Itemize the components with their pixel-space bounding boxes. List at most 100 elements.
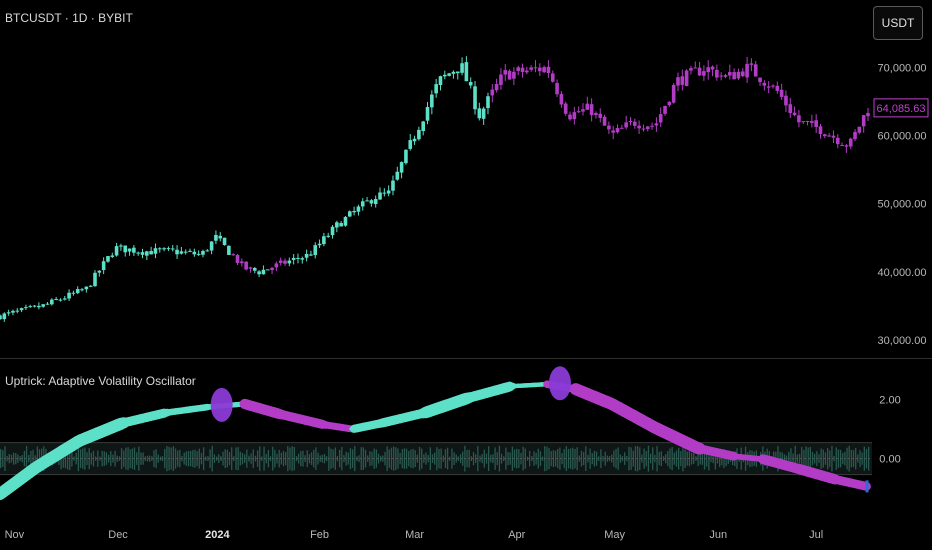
candle xyxy=(624,115,628,130)
volatility-bar xyxy=(695,456,697,461)
candle xyxy=(658,107,663,127)
volatility-bar xyxy=(850,449,853,468)
candle xyxy=(775,81,780,94)
price-axis[interactable]: 30,000.00 40,000.00 50,000.00 60,000.00 70,0… xyxy=(878,63,927,347)
candle xyxy=(848,137,853,150)
volatility-bar xyxy=(354,446,356,472)
volatility-bar xyxy=(785,455,788,462)
candle xyxy=(641,124,646,132)
volatility-bar xyxy=(442,455,444,462)
candle xyxy=(235,253,240,266)
candle xyxy=(421,120,426,136)
candle xyxy=(442,70,447,80)
volatility-bar xyxy=(645,451,647,467)
candle xyxy=(805,120,810,126)
volatility-bar xyxy=(570,448,572,469)
candle xyxy=(244,261,248,271)
volatility-bar xyxy=(194,449,196,468)
volatility-bar xyxy=(231,447,233,470)
volatility-bar xyxy=(15,453,17,465)
signal-marker[interactable] xyxy=(548,366,571,401)
candle xyxy=(373,195,378,208)
volatility-bar xyxy=(798,453,801,464)
candle xyxy=(723,73,728,79)
candle xyxy=(283,258,287,266)
candle xyxy=(11,309,15,316)
candle xyxy=(568,111,572,121)
candle xyxy=(119,243,123,251)
time-axis[interactable]: Nov Dec 2024 Feb Mar Apr May Jun Jul xyxy=(5,529,824,541)
volatility-bar xyxy=(293,446,295,471)
candle xyxy=(404,149,408,165)
candle xyxy=(788,97,793,118)
candle xyxy=(477,102,482,121)
candle xyxy=(719,72,723,81)
candle xyxy=(589,98,594,122)
candle xyxy=(218,232,223,242)
candle xyxy=(399,161,404,179)
candle xyxy=(546,60,551,78)
candle xyxy=(611,125,616,140)
candle xyxy=(309,250,313,257)
volatility-bar xyxy=(382,455,384,462)
candle xyxy=(231,253,235,256)
candle xyxy=(676,72,680,92)
volatility-bar xyxy=(453,452,455,466)
candle xyxy=(123,245,128,257)
volatility-bar xyxy=(602,455,604,462)
candle xyxy=(395,166,400,181)
candle xyxy=(378,187,382,200)
volatility-bar xyxy=(826,447,829,470)
volatility-bar xyxy=(62,449,64,468)
symbol-title[interactable]: BTCUSDT · 1D · BYBIT xyxy=(5,11,133,25)
time-tick-label: Dec xyxy=(108,529,128,541)
candle xyxy=(179,246,184,255)
indicator-title[interactable]: Uptrick: Adaptive Volatility Oscillator xyxy=(5,374,196,388)
last-price-value: 64,085.63 xyxy=(877,103,926,115)
time-tick-label: May xyxy=(604,529,625,541)
candle xyxy=(300,256,305,264)
candle xyxy=(93,270,97,287)
candle xyxy=(615,124,620,134)
candle xyxy=(654,117,659,132)
volatility-bar xyxy=(865,449,868,469)
candle xyxy=(248,266,253,273)
volatility-bar xyxy=(546,446,548,471)
volatility-bar xyxy=(338,449,341,468)
oscillator-axis[interactable]: 0.00 2.00 xyxy=(879,395,900,466)
volatility-bar xyxy=(174,448,177,469)
candle xyxy=(447,72,451,77)
volatility-bar xyxy=(166,445,168,472)
volatility-bar xyxy=(377,453,380,464)
candle xyxy=(356,204,361,216)
candle xyxy=(481,106,486,125)
volatility-bar xyxy=(105,452,108,465)
candle xyxy=(322,232,326,247)
volatility-bar xyxy=(259,446,261,471)
candle xyxy=(866,107,870,121)
volatility-bar xyxy=(490,454,492,463)
signal-marker[interactable] xyxy=(210,387,233,422)
volatility-bar xyxy=(310,452,313,465)
volatility-bar xyxy=(531,456,533,462)
candle xyxy=(339,220,343,227)
candle xyxy=(343,216,348,227)
candle xyxy=(291,254,296,265)
volatility-bar xyxy=(129,449,131,468)
candle xyxy=(520,63,525,78)
candle xyxy=(740,68,745,78)
candle xyxy=(19,307,24,313)
volatility-bar xyxy=(326,456,328,462)
volatility-bar xyxy=(254,455,257,462)
volatility-bar xyxy=(861,452,863,465)
currency-button[interactable]: USDT xyxy=(873,6,923,40)
candle xyxy=(41,304,45,308)
candle xyxy=(192,248,197,257)
volatility-bar xyxy=(803,449,805,468)
candle xyxy=(196,250,201,256)
candle xyxy=(265,269,270,271)
volatility-bar xyxy=(611,454,613,463)
candle xyxy=(771,84,775,89)
volatility-bar xyxy=(6,455,8,462)
